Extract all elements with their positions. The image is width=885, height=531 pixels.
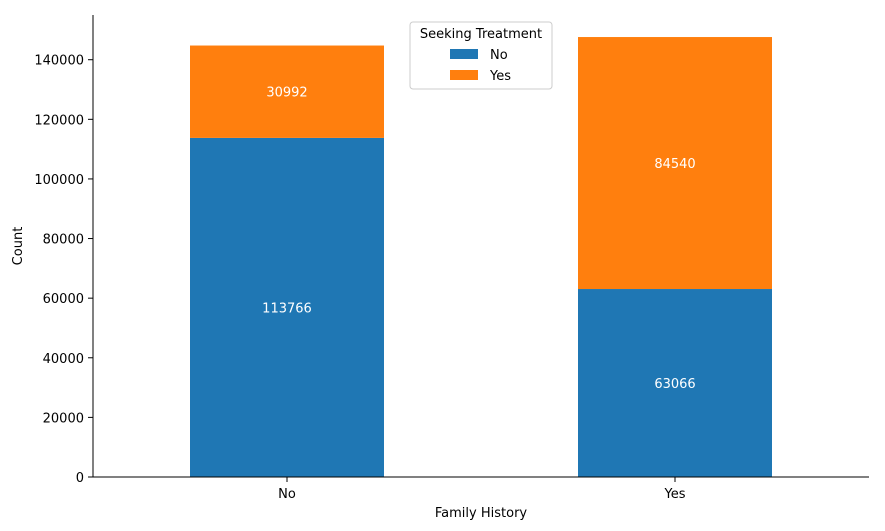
y-tick-label: 100000 (34, 173, 84, 188)
x-axis-label: Family History (435, 506, 528, 521)
legend-swatch-no (450, 49, 478, 59)
data-label-yes-series-no: 63066 (654, 377, 695, 392)
legend-box (409, 21, 553, 90)
bar-yes-series-yes (578, 37, 772, 290)
y-axis-ticks: 0 20000 40000 60000 80000 100000 120000 140000 (34, 54, 93, 486)
legend-title: Seeking Treatment (420, 27, 542, 42)
y-tick-label: 80000 (43, 233, 84, 248)
legend-label-yes: Yes (489, 69, 511, 84)
x-tick-label-yes: Yes (664, 487, 686, 502)
y-tick-label: 60000 (43, 292, 84, 307)
data-label-yes-series-yes: 84540 (654, 157, 695, 172)
y-tick-label: 0 (76, 471, 84, 486)
bar-yes-series-no (578, 289, 772, 477)
axes-layer: 020000400006000080000100000120000140000 … (11, 15, 869, 521)
x-tick-label-no: No (278, 487, 296, 502)
legend-label-no: No (490, 48, 508, 63)
data-label-no-series-yes: 30992 (266, 86, 307, 101)
y-tick-label: 140000 (34, 54, 84, 69)
bar-no-series-no (190, 137, 384, 477)
data-labels-layer: 113766 30992 63066 84540 (262, 86, 696, 392)
bar-no-series-yes (190, 45, 384, 138)
data-label-no-series-no: 113766 (262, 301, 312, 316)
y-tick-label: 20000 (43, 411, 84, 426)
legend-swatch-yes (450, 70, 478, 80)
y-axis-label: Count (11, 227, 26, 266)
legend-items: No Yes (450, 48, 511, 84)
legend: Seeking Treatment No Yes (409, 21, 553, 90)
x-axis-ticks: No Yes (278, 477, 686, 502)
y-tick-label: 120000 (34, 113, 84, 128)
bars-layer (190, 37, 772, 477)
y-tick-label: 40000 (43, 352, 84, 367)
